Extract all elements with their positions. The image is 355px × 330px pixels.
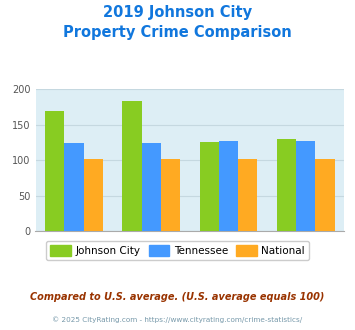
Text: © 2025 CityRating.com - https://www.cityrating.com/crime-statistics/: © 2025 CityRating.com - https://www.city… (53, 317, 302, 323)
Bar (219, 141, 238, 231)
Bar (315, 159, 335, 231)
Bar (200, 142, 219, 231)
Bar (65, 143, 84, 231)
Text: Property Crime Comparison: Property Crime Comparison (63, 25, 292, 40)
Bar (84, 159, 103, 231)
Bar (122, 101, 142, 231)
Legend: Johnson City, Tennessee, National: Johnson City, Tennessee, National (46, 241, 309, 260)
Bar (238, 159, 257, 231)
Bar (296, 141, 315, 231)
Bar (277, 139, 296, 231)
Bar (142, 143, 161, 231)
Bar (45, 111, 65, 231)
Bar (161, 159, 180, 231)
Text: 2019 Johnson City: 2019 Johnson City (103, 5, 252, 20)
Text: Compared to U.S. average. (U.S. average equals 100): Compared to U.S. average. (U.S. average … (30, 292, 325, 302)
